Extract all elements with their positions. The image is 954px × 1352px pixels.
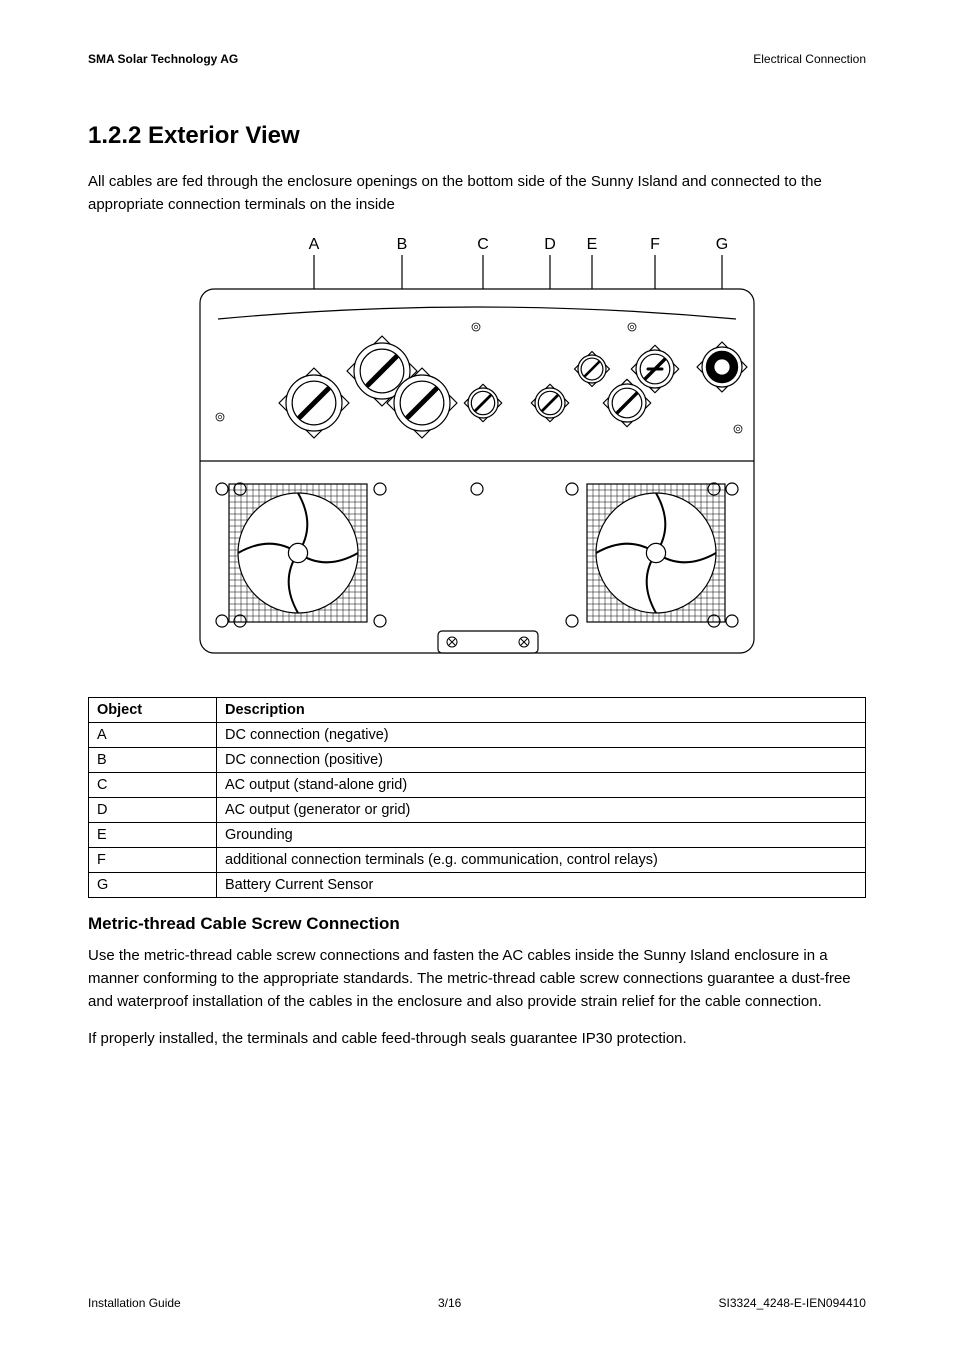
cell-object: B xyxy=(89,747,217,772)
table-header-object: Object xyxy=(89,697,217,722)
cell-description: AC output (stand-alone grid) xyxy=(217,772,866,797)
cell-description: DC connection (negative) xyxy=(217,722,866,747)
cell-object: G xyxy=(89,872,217,897)
table-row: DAC output (generator or grid) xyxy=(89,797,866,822)
svg-text:G: G xyxy=(716,236,728,253)
body-paragraph-1: Use the metric-thread cable screw connec… xyxy=(88,944,866,1014)
footer-doc-id: SI3324_4248-E-IEN094410 xyxy=(719,1296,866,1310)
cell-object: D xyxy=(89,797,217,822)
cell-object: A xyxy=(89,722,217,747)
intro-paragraph: All cables are fed through the enclosure… xyxy=(88,170,866,217)
footer-doc-type: Installation Guide xyxy=(88,1296,181,1310)
svg-text:C: C xyxy=(477,236,489,253)
body-paragraph-2: If properly installed, the terminals and… xyxy=(88,1027,866,1050)
svg-text:D: D xyxy=(544,236,556,253)
exterior-view-diagram: A B C D E F G xyxy=(182,233,772,673)
svg-text:E: E xyxy=(587,236,598,253)
svg-text:F: F xyxy=(650,236,660,253)
page-header: SMA Solar Technology AG Electrical Conne… xyxy=(88,52,866,66)
table-row: ADC connection (negative) xyxy=(89,722,866,747)
header-company: SMA Solar Technology AG xyxy=(88,52,238,66)
page-footer: Installation Guide 3/16 SI3324_4248-E-IE… xyxy=(88,1296,866,1310)
table-row: CAC output (stand-alone grid) xyxy=(89,772,866,797)
section-heading: 1.2.2 Exterior View xyxy=(88,122,866,150)
cell-description: AC output (generator or grid) xyxy=(217,797,866,822)
subsection-heading: Metric-thread Cable Screw Connection xyxy=(88,914,866,934)
cell-description: Battery Current Sensor xyxy=(217,872,866,897)
header-chapter: Electrical Connection xyxy=(753,52,866,66)
svg-text:B: B xyxy=(397,236,408,253)
cell-object: E xyxy=(89,822,217,847)
svg-text:A: A xyxy=(309,236,320,253)
table-row: Fadditional connection terminals (e.g. c… xyxy=(89,847,866,872)
footer-page-number: 3/16 xyxy=(438,1296,461,1310)
cell-description: additional connection terminals (e.g. co… xyxy=(217,847,866,872)
cell-object: F xyxy=(89,847,217,872)
table-row: EGrounding xyxy=(89,822,866,847)
cell-object: C xyxy=(89,772,217,797)
object-description-table: Object Description ADC connection (negat… xyxy=(88,697,866,898)
cell-description: Grounding xyxy=(217,822,866,847)
table-row: BDC connection (positive) xyxy=(89,747,866,772)
table-row: GBattery Current Sensor xyxy=(89,872,866,897)
exterior-view-figure: A B C D E F G xyxy=(88,233,866,673)
cell-description: DC connection (positive) xyxy=(217,747,866,772)
table-header-description: Description xyxy=(217,697,866,722)
